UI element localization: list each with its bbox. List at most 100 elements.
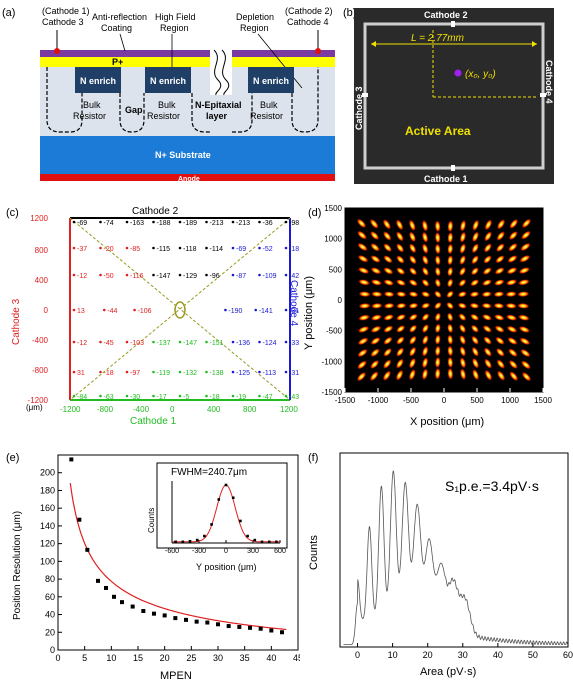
heatmap-chart: (d) -1500 -1000 -500 0 500 1000 1500 1500 1000 50… [303,204,552,428]
grid-value: -113 [263,370,277,377]
grid-value: -20 [104,246,114,253]
grid-point [178,370,182,374]
hit-point-marker [454,69,462,77]
cathode2-label-c: Cathode 2 [132,206,179,217]
grid-point [284,273,288,277]
inset-point [231,496,235,500]
resolution-point [96,578,100,583]
heatmap-spot [395,219,404,231]
heatmap-spot [447,345,454,357]
resolution-point [258,626,263,631]
coating-left [40,50,210,57]
heatmap-spot [471,231,480,243]
heatmap-spot [408,368,416,381]
c-ytick: -400 [32,336,49,345]
heatmap-spot [471,357,480,369]
grid-point [178,340,182,344]
p-plus-label: P+ [112,57,123,67]
grid-value: -84 [77,394,87,401]
inset-point [181,540,185,544]
heatmap-spot [507,242,518,252]
inset-point [260,540,264,544]
heatmap-spot [505,314,518,321]
heatmap-spot [358,302,372,309]
heatmap-spot [447,231,454,244]
heatmap-spot [459,345,467,357]
heatmap-spot [356,218,367,229]
panel-d: (d) -1500 -1000 -500 0 500 1000 1500 1500 1000 50… [300,200,573,440]
grid-value: -118 [183,246,197,253]
resolution-point [112,594,116,599]
fit-curve [69,483,287,631]
heatmap-spot [408,254,417,265]
heatmap-spot [434,278,442,288]
gap-label: Gap [125,105,143,115]
grid-value: -33 [289,340,299,347]
resolution-point [216,622,220,627]
inset-point [188,539,192,543]
heatmap-ytick: 1000 [324,235,342,244]
grid-value: -136 [236,340,250,347]
grid-value: -147 [183,340,197,347]
cathode3-left-label: Cathode 3 [354,86,364,130]
grid-value: -44 [107,308,117,315]
grid-value: -12 [77,273,87,280]
heatmap-spot [447,334,454,346]
high-field-label: High Field [155,12,196,22]
e-xtick: 40 [266,653,276,663]
grid-value: -12 [77,340,87,347]
heatmap-spot [470,324,480,333]
grid-point [284,394,288,398]
resolution-point [152,611,156,616]
heatmap-spot [357,348,369,358]
coating-label: Coating [101,23,132,33]
grid-value: 31 [77,370,85,377]
heatmap-spot [494,267,505,275]
heatmap-spot [519,254,531,263]
heatmap-spot [469,302,480,309]
heatmap-spot [508,359,519,370]
heatmap-spot [434,219,441,233]
heatmap-spot [369,218,379,230]
heatmap-spot [370,336,381,346]
heatmap-spot [434,312,442,322]
heatmap-spot [396,336,405,345]
grid-point [231,220,235,224]
heatmap-spot [395,313,407,321]
heatmap-spot [421,323,430,334]
inset-ylabel: Counts [147,508,156,533]
grid-point [72,370,76,374]
e-ytick: 100 [40,556,55,566]
grid-point [125,370,129,374]
heatmap-spot [446,301,455,310]
panel-e: (e) 0 5 10 15 20 25 30 35 40 45 0 20 40 60 80 100 120 140… [0,445,303,685]
grid-value: -132 [183,370,197,377]
resolution-point [280,630,284,635]
grid-point [205,220,208,224]
grid-point [99,246,102,250]
grid-point [152,340,155,344]
heatmap-spot [434,266,441,277]
heatmap-spot [469,291,480,298]
c-xtick: 400 [207,405,221,414]
heatmap-spot [383,243,393,253]
heatmap-spot [370,348,381,358]
heatmap-spot [357,279,371,286]
heatmap-spot [433,290,442,299]
heatmap-spot [421,313,430,322]
f-xtick: 20 [423,650,433,660]
heatmap-spot [408,267,418,276]
grid-value: -42 [289,273,299,280]
heatmap-xtick: -1000 [368,396,389,405]
heatmap-spot [457,291,468,298]
heatmap-spot [383,267,394,275]
heatmap-spot [458,323,467,334]
resolution-point [194,619,199,624]
cathode4-label-c: Cathode 4 [288,280,299,327]
inset-point [239,519,242,523]
grid-value: -213 [210,220,224,227]
heatmap-spot [459,356,467,369]
heatmap-spot [421,266,430,277]
heatmap-spot [495,336,505,346]
heatmap-spot [496,218,506,230]
